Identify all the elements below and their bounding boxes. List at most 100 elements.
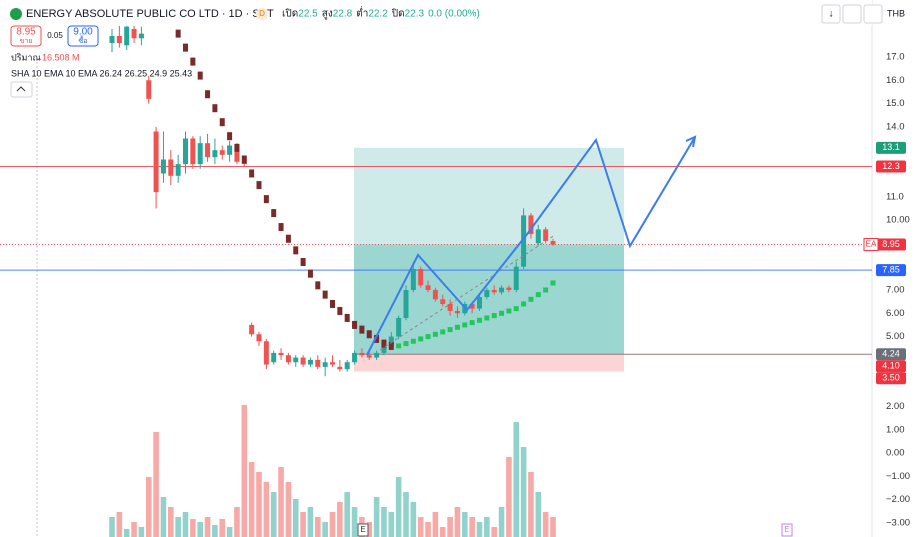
volume-bar — [542, 512, 549, 537]
sha-brick — [366, 330, 372, 339]
buy-button[interactable] — [67, 25, 99, 47]
candle-body — [484, 289, 490, 297]
candle-body — [469, 303, 475, 309]
candle-body — [153, 131, 159, 193]
volume-bar — [520, 447, 527, 537]
candle-body — [249, 324, 255, 335]
ohlc-label: เปิด — [282, 9, 298, 20]
candle-body — [528, 215, 534, 235]
full-button[interactable] — [842, 4, 862, 24]
y-tick-label: 6.00 — [886, 308, 905, 319]
sha-brick — [278, 223, 284, 232]
volume-bar — [432, 512, 439, 537]
volume-bar — [160, 497, 167, 537]
volume-bar — [337, 502, 343, 537]
ema-dot — [462, 322, 468, 328]
candle-body — [116, 35, 122, 43]
collapse-button[interactable] — [10, 81, 33, 98]
volume-bar — [307, 507, 314, 537]
volume-label: ปริมาณ — [11, 52, 41, 62]
candle-body — [418, 269, 424, 286]
event-marker — [781, 523, 793, 537]
drawing-arrow — [685, 135, 697, 148]
ema-dot — [543, 287, 549, 293]
down-button[interactable] — [821, 4, 841, 24]
price-tag-label: 4.10 — [882, 361, 900, 371]
volume-bar — [447, 517, 453, 537]
candle-body — [352, 352, 358, 363]
collapse-icon — [16, 86, 26, 92]
sha-brick — [322, 290, 328, 299]
ema-dot — [521, 301, 527, 307]
candle-body — [521, 215, 527, 267]
price-tag-label: 12.3 — [882, 161, 900, 171]
candle-body — [234, 145, 240, 162]
logo — [10, 8, 22, 20]
buy-label: ซื้อ — [79, 34, 88, 45]
volume-bar — [175, 517, 181, 537]
y-tick-label: −3.00 — [886, 518, 910, 529]
candle-body — [513, 266, 519, 290]
tag-name: EA — [866, 240, 877, 249]
volume-bar — [329, 512, 336, 537]
candle-body — [410, 269, 416, 290]
price-tag-label: 4.24 — [882, 349, 900, 359]
currency[interactable]: THB — [887, 8, 905, 18]
y-tick-label: 16.0 — [886, 75, 905, 86]
price-tag-label: 13.1 — [882, 142, 900, 152]
sha-brick — [337, 306, 343, 315]
candle-body — [454, 310, 460, 314]
badge — [256, 8, 268, 20]
ema-dot — [410, 338, 416, 344]
volume-bar — [270, 492, 277, 537]
header-bg — [0, 0, 872, 26]
candle-body — [197, 143, 203, 165]
candle-body — [388, 336, 394, 346]
volume-bar — [535, 492, 542, 537]
candle-body — [109, 35, 115, 43]
y-tick-label: 14.0 — [886, 121, 905, 132]
candle-body — [219, 150, 225, 155]
volume-bar — [182, 512, 189, 537]
ema-dot — [396, 343, 402, 349]
symbol-title: ENERGY ABSOLUTE PUBLIC CO LTD · 1D · SET — [26, 8, 274, 20]
ema-dot — [418, 336, 424, 342]
sha-brick — [315, 281, 321, 290]
volume-bar — [248, 462, 255, 537]
volume-bar — [469, 517, 475, 537]
y-tick-label: 1.00 — [886, 424, 905, 435]
sha-brick — [205, 90, 211, 99]
candle-body — [278, 352, 284, 356]
layout-button[interactable] — [863, 4, 883, 24]
volume-bar — [484, 517, 490, 537]
volume-bar — [153, 432, 159, 537]
volume-bar — [285, 482, 292, 537]
sha-brick — [359, 325, 365, 334]
sha-brick — [352, 320, 358, 329]
candle-body — [337, 366, 343, 370]
ema-dot — [447, 327, 453, 333]
ohlc-value: 22.2 — [368, 9, 388, 20]
ema-dot — [535, 292, 541, 298]
candle-body — [205, 143, 211, 158]
volume-bar — [439, 527, 446, 537]
candle-body — [366, 355, 372, 358]
candle-body — [183, 138, 188, 165]
sha-brick — [374, 334, 380, 343]
candle-body — [381, 345, 387, 353]
price-tag — [876, 141, 906, 154]
candle-body — [330, 362, 335, 365]
y-tick-label: 10.00 — [886, 215, 910, 226]
ema-dot — [491, 313, 497, 319]
candle-body — [293, 357, 299, 363]
volume-bar — [300, 512, 306, 537]
sell-button[interactable] — [10, 25, 42, 47]
volume-bar — [550, 517, 556, 537]
sha-brick — [263, 195, 269, 204]
ema-dot — [550, 280, 556, 286]
candle-body — [432, 289, 438, 300]
volume-bar — [116, 512, 123, 537]
candle-body — [447, 303, 453, 311]
candle-body — [499, 287, 505, 293]
